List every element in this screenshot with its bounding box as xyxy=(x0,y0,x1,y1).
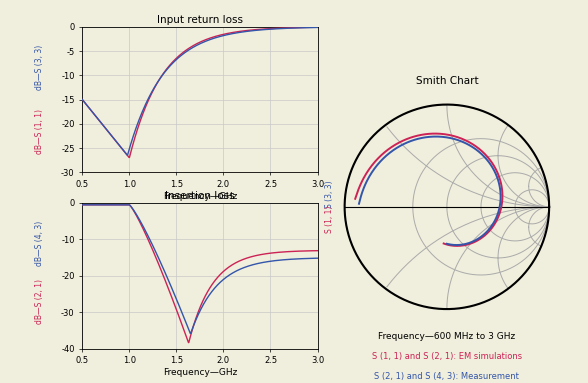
Text: dB—S (1, 1): dB—S (1, 1) xyxy=(35,109,45,154)
Text: S (3, 3): S (3, 3) xyxy=(325,181,334,208)
X-axis label: Frequency—GHz: Frequency—GHz xyxy=(163,192,237,201)
Text: Frequency—600 MHz to 3 GHz: Frequency—600 MHz to 3 GHz xyxy=(378,332,516,340)
Title: Smith Chart: Smith Chart xyxy=(416,76,478,86)
X-axis label: Frequency—GHz: Frequency—GHz xyxy=(163,368,237,377)
Text: dB—S (2, 1): dB—S (2, 1) xyxy=(35,280,45,324)
Text: S (1, 1) and S (2, 1): EM simulations: S (1, 1) and S (2, 1): EM simulations xyxy=(372,352,522,361)
Text: S (2, 1) and S (4, 3): Measurement: S (2, 1) and S (4, 3): Measurement xyxy=(375,373,519,381)
Text: dB—S (4, 3): dB—S (4, 3) xyxy=(35,221,45,266)
Text: dB—S (3, 3): dB—S (3, 3) xyxy=(35,45,45,90)
Title: Insertion loss: Insertion loss xyxy=(165,191,235,201)
Text: S (1, 1): S (1, 1) xyxy=(325,205,334,233)
Title: Input return loss: Input return loss xyxy=(157,15,243,25)
